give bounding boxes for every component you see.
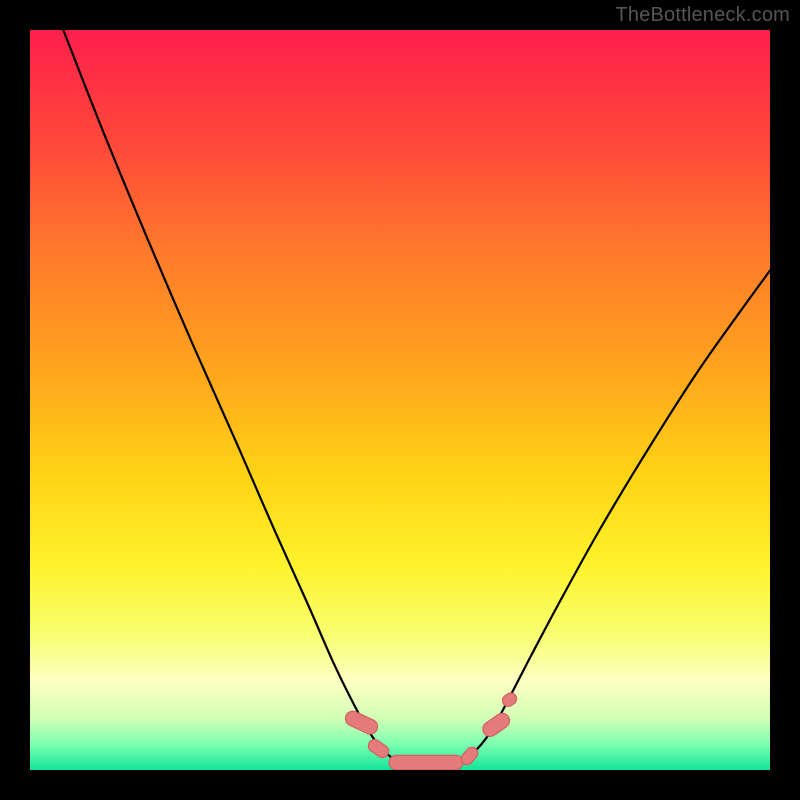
plot-background	[30, 30, 770, 770]
bottleneck-chart	[0, 0, 800, 800]
watermark-text: TheBottleneck.com	[615, 4, 790, 27]
curve-marker	[389, 755, 463, 770]
